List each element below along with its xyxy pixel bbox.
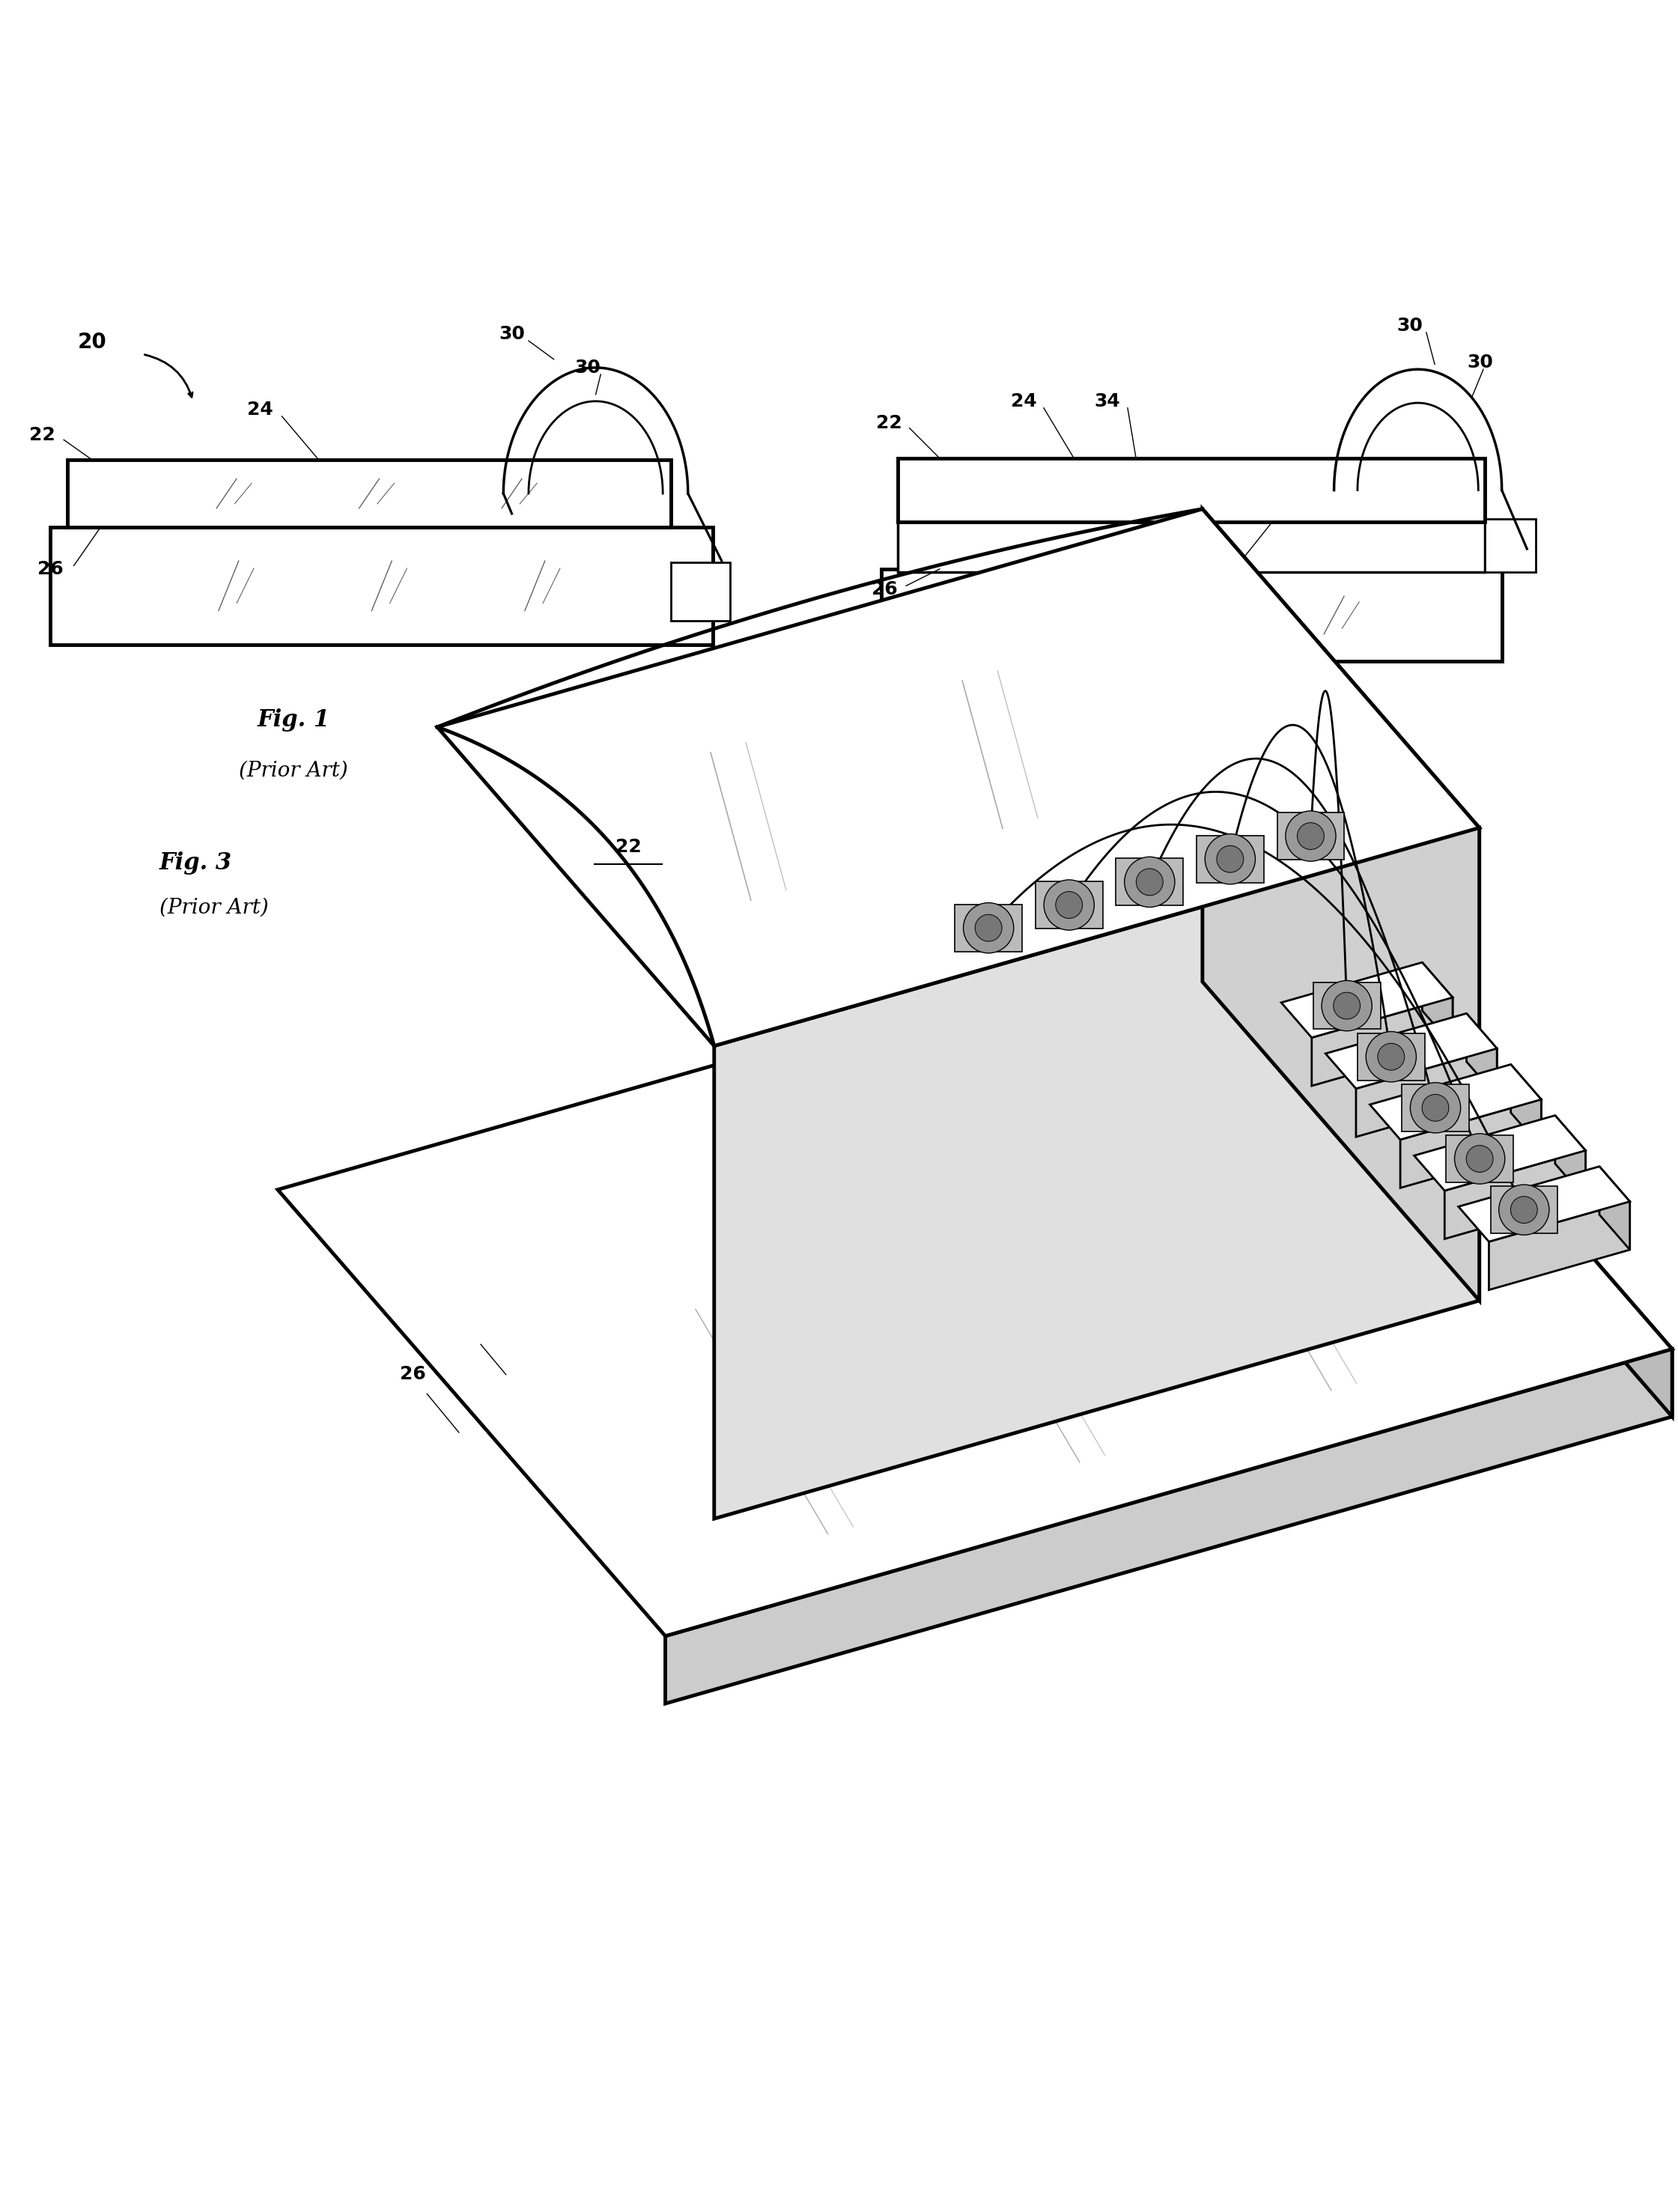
- Circle shape: [1322, 980, 1373, 1031]
- Circle shape: [1136, 869, 1163, 896]
- Circle shape: [1467, 1146, 1493, 1172]
- Polygon shape: [1510, 1064, 1540, 1148]
- Bar: [898, 518, 1485, 573]
- Text: Fig. 2: Fig. 2: [1129, 708, 1203, 732]
- Polygon shape: [1285, 902, 1671, 1416]
- Text: Fig. 3: Fig. 3: [159, 852, 232, 874]
- Circle shape: [1285, 812, 1336, 860]
- Bar: [1035, 880, 1102, 929]
- Bar: [1485, 518, 1535, 573]
- Circle shape: [1205, 834, 1255, 885]
- Polygon shape: [664, 1349, 1671, 1703]
- Circle shape: [1510, 1197, 1537, 1223]
- Bar: [1358, 1033, 1425, 1079]
- Bar: [1196, 836, 1264, 883]
- Circle shape: [963, 902, 1014, 953]
- Circle shape: [1421, 1095, 1448, 1121]
- Bar: [881, 568, 1502, 661]
- Polygon shape: [1282, 962, 1453, 1037]
- Text: 22: 22: [29, 425, 55, 445]
- Circle shape: [1124, 856, 1175, 907]
- Polygon shape: [1467, 1013, 1497, 1097]
- Circle shape: [1044, 880, 1094, 929]
- Text: 30: 30: [1396, 316, 1423, 334]
- Polygon shape: [1369, 1064, 1540, 1139]
- Text: 26: 26: [37, 560, 64, 577]
- Text: 38: 38: [1072, 790, 1099, 807]
- Bar: [1490, 1186, 1557, 1234]
- Text: 26: 26: [401, 1365, 426, 1382]
- Polygon shape: [1326, 1013, 1497, 1088]
- Polygon shape: [1415, 1115, 1586, 1190]
- Polygon shape: [1312, 998, 1453, 1086]
- Circle shape: [1366, 1031, 1416, 1082]
- Bar: [1277, 812, 1344, 860]
- Polygon shape: [277, 902, 1671, 1637]
- Circle shape: [1410, 1082, 1460, 1133]
- Text: 30: 30: [1275, 495, 1302, 513]
- Polygon shape: [1458, 1166, 1629, 1241]
- Text: 24: 24: [456, 1316, 482, 1334]
- Text: 44: 44: [1478, 1071, 1503, 1088]
- Text: 22: 22: [616, 838, 641, 856]
- Circle shape: [975, 914, 1002, 942]
- Bar: [67, 460, 671, 526]
- Text: 30: 30: [1467, 354, 1493, 372]
- Polygon shape: [1423, 962, 1453, 1046]
- Bar: [955, 905, 1022, 951]
- Polygon shape: [1356, 1048, 1497, 1137]
- Bar: [1116, 858, 1183, 905]
- Polygon shape: [1399, 1099, 1540, 1188]
- Polygon shape: [1599, 1166, 1629, 1250]
- Text: 26: 26: [871, 580, 898, 597]
- Polygon shape: [715, 827, 1480, 1520]
- Text: 34: 34: [1094, 392, 1121, 409]
- Polygon shape: [1556, 1115, 1586, 1199]
- Bar: [671, 562, 730, 622]
- Circle shape: [1334, 993, 1361, 1020]
- Circle shape: [1055, 891, 1082, 918]
- Circle shape: [1455, 1133, 1505, 1183]
- Circle shape: [1378, 1044, 1404, 1071]
- Polygon shape: [1203, 509, 1480, 1301]
- Circle shape: [1498, 1186, 1549, 1234]
- Circle shape: [1217, 845, 1243, 872]
- Text: 30: 30: [574, 358, 601, 376]
- Bar: [1446, 1135, 1514, 1181]
- Polygon shape: [1488, 1201, 1629, 1290]
- Bar: [1314, 982, 1381, 1029]
- Text: 40: 40: [1411, 942, 1438, 960]
- Text: (Prior Art): (Prior Art): [159, 898, 268, 918]
- Text: 20: 20: [77, 332, 107, 354]
- Text: (Prior Art): (Prior Art): [238, 761, 349, 781]
- Text: 24: 24: [1010, 392, 1037, 409]
- Polygon shape: [1445, 1150, 1586, 1239]
- Text: 30: 30: [498, 325, 525, 343]
- Bar: [898, 458, 1485, 522]
- Bar: [1401, 1084, 1468, 1130]
- Text: 22: 22: [876, 414, 903, 431]
- Circle shape: [1297, 823, 1324, 849]
- Bar: [50, 526, 713, 644]
- Text: 24: 24: [247, 400, 274, 418]
- Text: Fig. 1: Fig. 1: [257, 708, 331, 732]
- Text: (Prior Art): (Prior Art): [1111, 761, 1222, 781]
- Polygon shape: [438, 509, 1480, 1046]
